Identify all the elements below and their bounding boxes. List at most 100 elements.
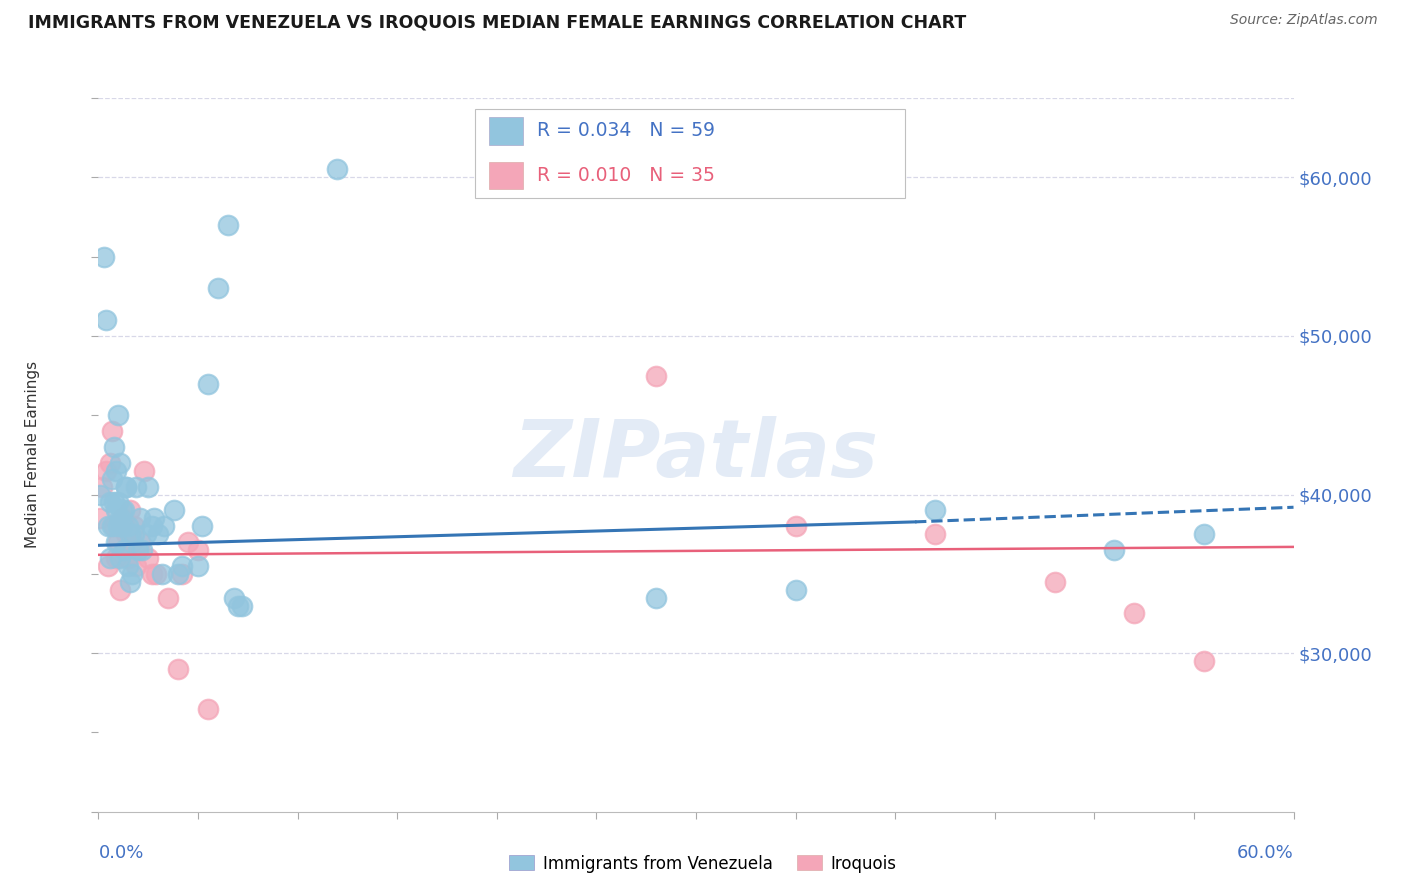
Point [645,591,668,605]
Point [129,511,152,525]
Point [143,511,166,525]
Point [1102,543,1125,558]
Point [117,551,139,566]
Point [136,551,159,566]
Point [115,480,138,494]
Point [125,480,148,494]
Text: IMMIGRANTS FROM VENEZUELA VS IROQUOIS MEDIAN FEMALE EARNINGS CORRELATION CHART: IMMIGRANTS FROM VENEZUELA VS IROQUOIS ME… [28,13,966,31]
Point [107,495,129,509]
Text: 60.0%: 60.0% [1237,844,1294,862]
Point [167,566,190,581]
Point [785,519,807,533]
Point [110,456,132,470]
Point [187,543,209,558]
Point [120,527,142,541]
Point [107,409,129,423]
Text: Median Female Earnings: Median Female Earnings [25,361,41,549]
Point [187,558,209,573]
Point [96,313,118,327]
Text: 0.0%: 0.0% [98,844,143,862]
Point [110,511,132,525]
Point [103,495,125,509]
Point [115,527,138,541]
Point [785,582,807,597]
Point [1123,607,1146,621]
Point [134,464,156,478]
Point [153,519,176,533]
FancyBboxPatch shape [475,109,905,198]
FancyBboxPatch shape [489,162,523,189]
Point [107,519,129,533]
Point [120,574,142,589]
Point [96,464,118,478]
Point [115,480,138,494]
Point [100,551,122,566]
Point [645,368,668,383]
Point [326,162,349,177]
Point [107,535,129,549]
Text: ZIPatlas: ZIPatlas [513,416,879,494]
Point [191,519,214,533]
Point [100,456,122,470]
Point [177,535,200,549]
Point [222,591,245,605]
Point [207,281,229,295]
Point [924,503,946,517]
Point [226,599,249,613]
Point [101,472,124,486]
Point [101,424,124,438]
Text: R = 0.010   N = 35: R = 0.010 N = 35 [537,167,714,186]
Point [110,582,132,597]
Point [124,527,146,541]
Point [111,519,134,533]
Point [89,511,111,525]
Point [163,503,186,517]
Point [145,566,167,581]
Point [148,527,170,541]
Legend: Immigrants from Venezuela, Iroquois: Immigrants from Venezuela, Iroquois [502,848,904,880]
Point [105,503,128,517]
Point [1192,654,1215,668]
Point [111,503,134,517]
Point [129,535,152,549]
FancyBboxPatch shape [489,118,523,145]
Point [112,519,135,533]
Point [111,511,134,525]
Point [167,662,190,676]
Text: R = 0.034   N = 59: R = 0.034 N = 59 [537,121,716,140]
Text: Source: ZipAtlas.com: Source: ZipAtlas.com [1230,13,1378,28]
Point [117,519,139,533]
Point [231,599,253,613]
Point [120,503,142,517]
Point [135,527,157,541]
Point [97,519,120,533]
Point [89,487,111,501]
Point [121,566,143,581]
Point [101,519,124,533]
Point [117,558,139,573]
Point [112,543,135,558]
Point [197,376,219,391]
Point [91,480,114,494]
Point [924,527,946,541]
Point [105,551,128,566]
Point [1192,527,1215,541]
Point [97,558,120,573]
Point [100,495,122,509]
Point [172,566,194,581]
Point [157,591,180,605]
Point [110,551,132,566]
Point [105,535,128,549]
Point [131,543,153,558]
Point [127,543,149,558]
Point [1043,574,1066,589]
Point [141,566,163,581]
Point [125,558,148,573]
Point [93,250,115,264]
Point [136,480,159,494]
Point [103,519,125,533]
Point [124,519,146,533]
Point [172,558,194,573]
Point [105,464,128,478]
Point [141,519,163,533]
